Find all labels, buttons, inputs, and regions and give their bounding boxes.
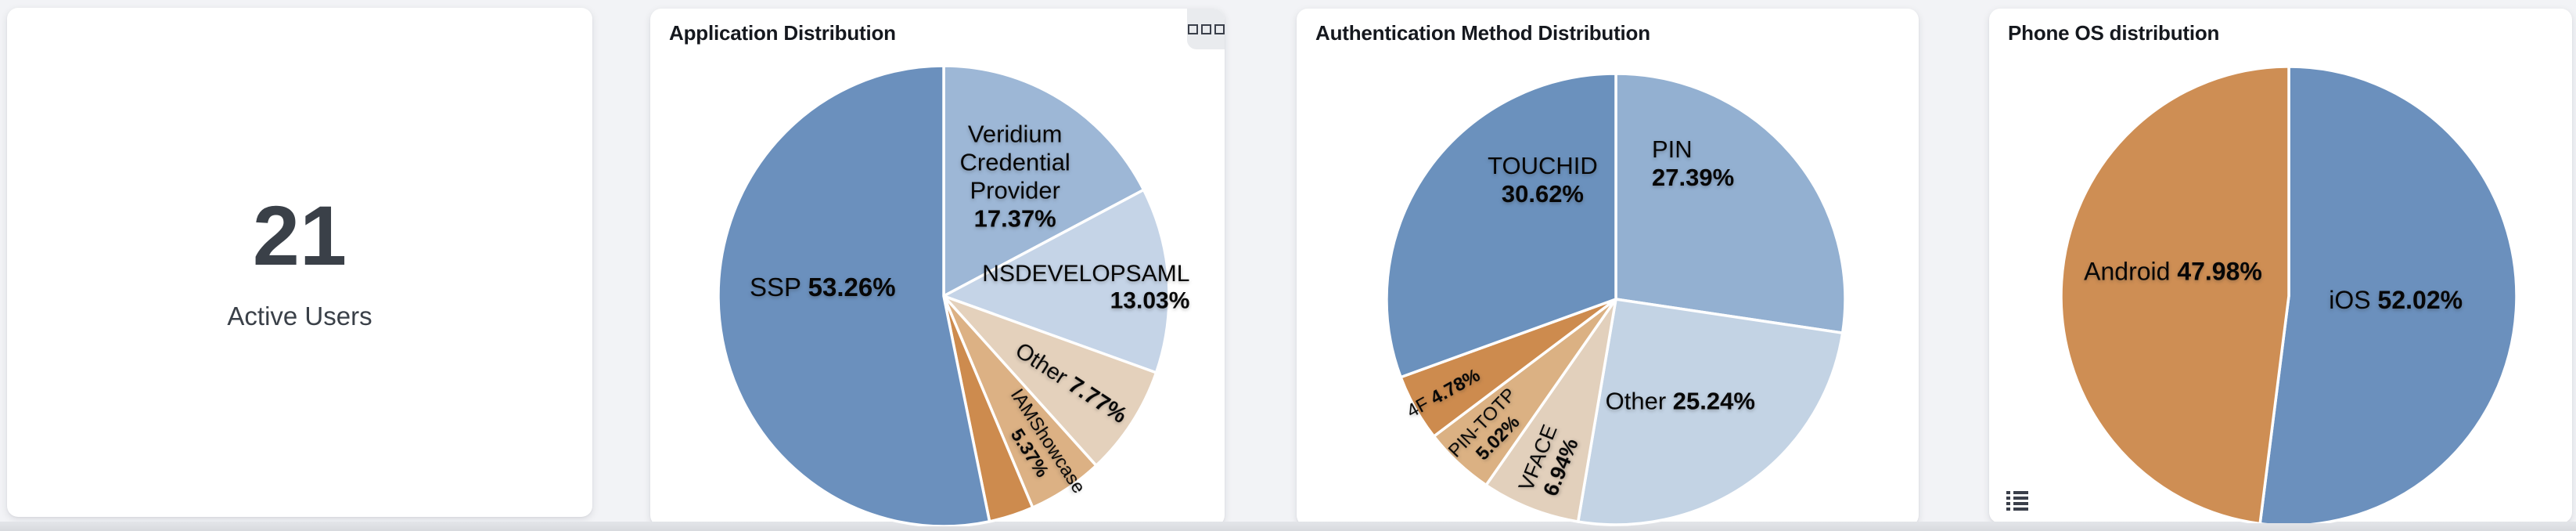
pie-label-pin: PIN 27.39%: [1652, 135, 1734, 191]
active-users-label: Active Users: [227, 302, 372, 331]
card-title-application-distribution: Application Distribution: [669, 21, 896, 45]
pie-label-ios: iOS 52.02%: [2329, 286, 2463, 314]
application-distribution-card: Application Distribution Veridium Credent…: [650, 9, 1225, 526]
phone-os-distribution-card: Phone OS distribution iOS 52.02% Android …: [1989, 9, 2572, 523]
application-distribution-pie-chart: Veridium Credential Provider 17.37% NSDEVELO…: [717, 64, 1189, 526]
authentication-method-distribution-pie-chart: PIN 27.39%Other 25.24%VFACE6.94%PIN-TOTP5…: [1385, 72, 1847, 526]
card-title-authentication-method-distribution: Authentication Method Distribution: [1315, 21, 1650, 45]
pie-label-touchid: TOUCHID 30.62%: [1488, 152, 1598, 208]
three-squares-drag-handle-icon[interactable]: [1187, 9, 1225, 49]
pie-slice-other[interactable]: [942, 294, 1158, 468]
authentication-method-distribution-card: Authentication Method Distribution PIN 27…: [1297, 9, 1919, 526]
pie-slice-vface[interactable]: [1484, 298, 1617, 523]
active-users-count: 21: [252, 188, 347, 283]
pie-slice-nsdevelopsaml[interactable]: [942, 188, 1171, 374]
pie-slice-ssp[interactable]: [717, 64, 991, 526]
square-glyph: [1187, 23, 1198, 34]
pie-label-ssp: SSP 53.26%: [750, 273, 896, 302]
card-title-phone-os-distribution: Phone OS distribution: [2008, 21, 2220, 45]
pie-label-other: Other 25.24%: [1606, 387, 1755, 414]
square-glyph: [1200, 23, 1211, 34]
pie-label-nsdevelopsaml: NSDEVELOPSAML 13.03%: [982, 261, 1189, 314]
phone-os-distribution-pie-chart: iOS 52.02% Android 47.98%: [2060, 65, 2518, 523]
active-users-card: 21 Active Users: [7, 8, 592, 517]
pie-slice-android[interactable]: [2060, 65, 2290, 523]
pie-label-veridium-credential-provider: Veridium Credential Provider 17.37%: [960, 121, 1070, 233]
list-legend-icon[interactable]: [2006, 491, 2028, 511]
square-glyph: [1214, 23, 1225, 34]
page-bottom-strip: [0, 522, 2576, 531]
pie-slice-touchid[interactable]: [1385, 72, 1617, 379]
pie-slice-pin[interactable]: [1614, 72, 1847, 334]
pie-label-android: Android 47.98%: [2084, 258, 2262, 286]
pie-slice-veridium-credential-provider[interactable]: [942, 64, 1146, 298]
pie-slice-ios[interactable]: [2258, 65, 2518, 523]
pie-slice-other[interactable]: [1576, 298, 1844, 526]
